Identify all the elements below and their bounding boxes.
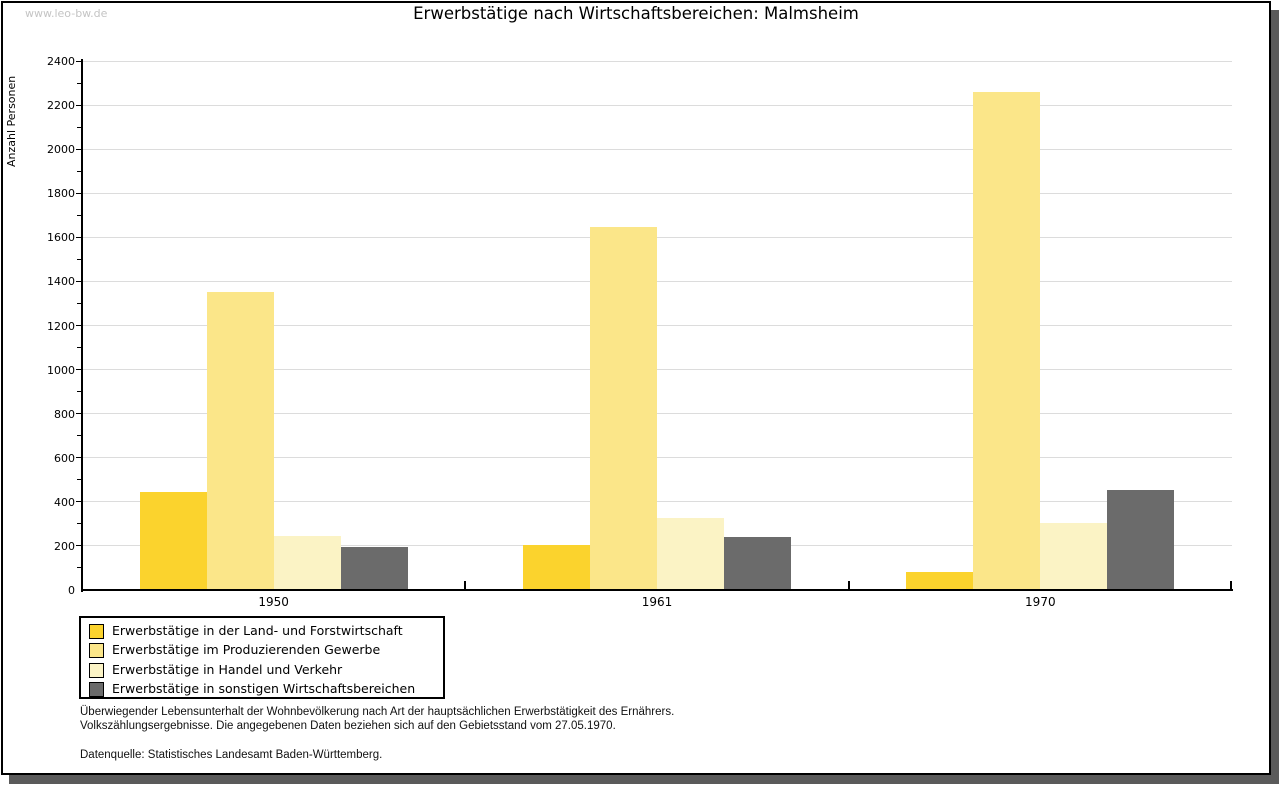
legend-label: Erwerbstätige in Handel und Verkehr — [112, 661, 343, 677]
y-major-tick — [76, 192, 82, 194]
y-minor-tick — [77, 347, 82, 349]
bar — [206, 292, 274, 590]
y-major-tick — [76, 280, 82, 282]
bar — [657, 518, 724, 590]
x-axis-line — [81, 589, 1233, 591]
bar — [273, 535, 341, 590]
gridline — [82, 501, 1232, 503]
y-major-tick — [76, 60, 82, 62]
legend-row: Erwerbstätige in Handel und Verkehr — [81, 661, 443, 680]
y-tick-label: 1800 — [47, 187, 75, 201]
y-major-tick — [76, 236, 82, 238]
x-tick-label: 1950 — [258, 595, 289, 609]
gridline — [82, 192, 1232, 194]
y-major-tick — [76, 413, 82, 415]
legend-swatch — [89, 681, 104, 697]
y-minor-tick — [77, 302, 82, 304]
y-minor-tick — [77, 258, 82, 260]
y-minor-tick — [77, 391, 82, 393]
footer-source: Datenquelle: Statistisches Landesamt Bad… — [80, 749, 383, 761]
y-tick-label: 800 — [54, 407, 75, 421]
legend-row: Erwerbstätige in sonstigen Wirtschaftsbe… — [81, 680, 443, 699]
legend-row: Erwerbstätige im Produzierenden Gewerbe — [81, 641, 443, 660]
y-minor-tick — [77, 567, 82, 569]
y-minor-tick — [77, 214, 82, 216]
y-major-tick — [76, 148, 82, 150]
legend-swatch — [89, 643, 104, 659]
y-axis-line — [81, 59, 83, 592]
legend-swatch — [89, 624, 104, 639]
footer-note-line1: Überwiegender Lebensunterhalt der Wohnbe… — [80, 706, 675, 718]
y-tick-label: 0 — [68, 584, 75, 597]
bar — [139, 491, 207, 590]
y-major-tick — [76, 501, 82, 503]
gridline — [82, 60, 1232, 62]
gridline — [82, 280, 1232, 282]
bar — [973, 91, 1041, 590]
bar — [1040, 522, 1108, 590]
x-end-tick — [1230, 581, 1232, 590]
y-tick-label: 1200 — [47, 319, 75, 333]
y-minor-tick — [77, 435, 82, 437]
y-tick-label: 1600 — [47, 231, 75, 245]
gridline — [82, 236, 1232, 238]
y-tick-label: 600 — [54, 451, 75, 465]
gridline — [82, 369, 1232, 371]
legend: Erwerbstätige in der Land- und Forstwirt… — [79, 616, 445, 699]
bar — [1107, 489, 1175, 590]
watermark: www.leo-bw.de — [25, 7, 108, 20]
y-tick-label: 200 — [54, 539, 75, 553]
x-boundary-tick — [464, 581, 467, 590]
y-minor-tick — [77, 479, 82, 481]
legend-label: Erwerbstätige im Produzierenden Gewerbe — [112, 642, 381, 658]
x-boundary-tick — [847, 581, 850, 590]
bar — [724, 537, 791, 590]
y-minor-tick — [77, 170, 82, 172]
legend-row: Erwerbstätige in der Land- und Forstwirt… — [81, 622, 443, 641]
x-tick-label: 1961 — [641, 595, 673, 609]
legend-label: Erwerbstätige in sonstigen Wirtschaftsbe… — [112, 680, 416, 696]
x-tick-label: 1970 — [1025, 595, 1056, 609]
y-minor-tick — [77, 126, 82, 128]
y-major-tick — [76, 369, 82, 371]
bar — [340, 547, 408, 590]
bar — [523, 544, 590, 590]
y-tick-label: 1400 — [47, 275, 75, 289]
y-major-tick — [76, 457, 82, 459]
y-major-tick — [76, 104, 82, 106]
legend-swatch — [89, 662, 104, 678]
gridline — [82, 413, 1232, 415]
y-tick-label: 1000 — [47, 363, 75, 377]
gridline — [82, 325, 1232, 326]
gridline — [82, 104, 1232, 106]
y-major-tick — [76, 545, 82, 547]
footer-note-line2: Volkszählungsergebnisse. Die angegebenen… — [80, 720, 616, 732]
legend-label: Erwerbstätige in der Land- und Forstwirt… — [112, 623, 403, 638]
bar — [906, 572, 974, 590]
y-tick-label: 400 — [54, 495, 75, 509]
gridline — [82, 148, 1232, 150]
y-tick-label: 2400 — [47, 55, 75, 68]
bar — [590, 227, 657, 590]
y-minor-tick — [77, 523, 82, 525]
chart-title: Erwerbstätige nach Wirtschaftsbereichen:… — [413, 4, 859, 23]
y-major-tick — [76, 325, 82, 326]
y-minor-tick — [77, 82, 82, 84]
y-tick-label: 2000 — [47, 143, 75, 157]
gridline — [82, 457, 1232, 459]
y-tick-label: 2200 — [47, 99, 75, 113]
